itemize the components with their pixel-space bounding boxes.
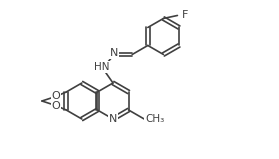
Text: CH₃: CH₃ xyxy=(145,114,164,124)
Text: F: F xyxy=(181,10,188,21)
Text: O: O xyxy=(52,91,60,101)
Text: O: O xyxy=(52,101,60,111)
Text: N: N xyxy=(109,114,117,124)
Text: HN: HN xyxy=(94,62,109,72)
Text: N: N xyxy=(110,48,118,59)
